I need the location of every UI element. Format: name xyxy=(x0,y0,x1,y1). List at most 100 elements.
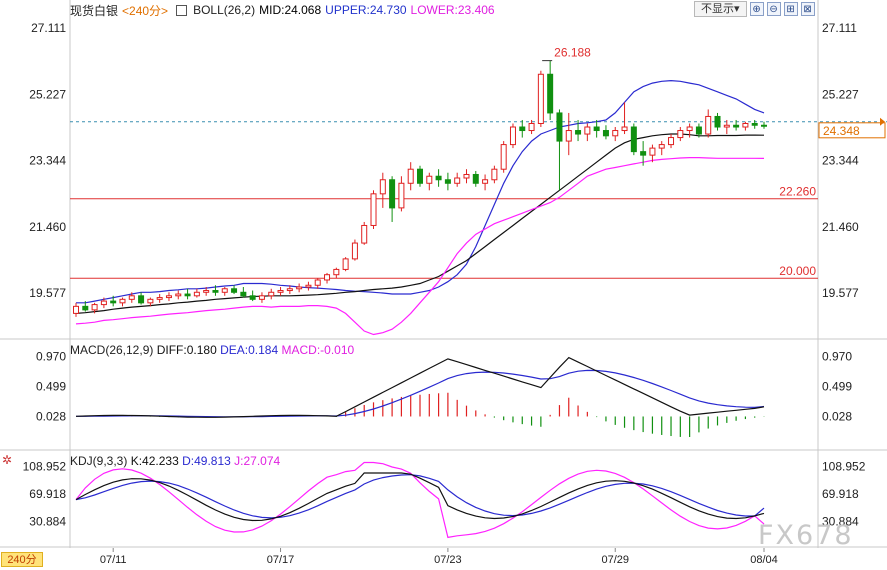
candle-body xyxy=(240,291,247,297)
candle-body xyxy=(231,288,238,293)
kdj-j-value: J:27.074 xyxy=(234,454,281,468)
candle-body xyxy=(537,73,544,124)
candle-body xyxy=(575,130,582,135)
price-tick-right: 23.344 xyxy=(822,154,859,168)
boll-lower-line xyxy=(75,157,765,336)
candle-body xyxy=(621,126,628,132)
candle-body xyxy=(668,137,675,146)
macd-dea-line xyxy=(76,369,765,418)
candle-body xyxy=(612,130,619,137)
x-axis-label: 07/29 xyxy=(601,554,629,566)
indicator-toggle-icon[interactable] xyxy=(176,4,188,16)
candle-body xyxy=(249,295,256,300)
candle-body xyxy=(705,115,712,135)
candle-body xyxy=(91,304,98,311)
level-label: 22.260 xyxy=(779,185,816,199)
price-tick-right: 27.111 xyxy=(822,21,857,35)
grid-layout-icon[interactable]: ⊞ xyxy=(783,2,798,16)
candle-body xyxy=(519,126,526,132)
macd-macd-value: MACD:-0.010 xyxy=(281,343,355,357)
peak-label: 26.188 xyxy=(554,46,591,60)
candle-body xyxy=(602,130,609,137)
candle-body xyxy=(324,274,331,281)
close-panel-icon[interactable]: ⊠ xyxy=(800,2,815,16)
kdj-tick-left: 30.884 xyxy=(29,514,66,528)
candle-body xyxy=(342,258,349,270)
boll-indicator-name[interactable]: BOLL(26,2) xyxy=(193,3,256,17)
kdj-tick-left: 69.918 xyxy=(29,487,66,501)
kdj-j-line xyxy=(75,461,765,539)
candle-body xyxy=(584,126,591,135)
candle-body xyxy=(565,130,572,142)
kdj-d-line xyxy=(75,474,765,519)
candle-body xyxy=(379,179,386,195)
candle-body xyxy=(175,293,182,297)
price-tick-left: 27.111 xyxy=(31,21,66,35)
candle-body xyxy=(389,179,396,209)
candle-body xyxy=(435,175,442,181)
candle-body xyxy=(221,288,228,293)
boll-mid-value: MID:24.068 xyxy=(259,3,322,17)
hide-indicator-button[interactable]: 不显示▾ xyxy=(694,1,747,17)
x-axis-label: 08/04 xyxy=(750,554,778,566)
candle-body xyxy=(640,151,647,156)
candle-body xyxy=(138,295,145,304)
period-selector[interactable]: 240分 xyxy=(1,552,43,567)
candle-body xyxy=(426,175,433,184)
candle-body xyxy=(258,295,265,300)
price-tick-right: 25.227 xyxy=(822,87,859,101)
candle-body xyxy=(677,130,684,139)
macd-panel-header: MACD(26,12,9) DIFF:0.180 DEA:0.184 MACD:… xyxy=(70,343,354,357)
x-axis-label: 07/11 xyxy=(100,554,127,566)
macd-tick-left: 0.499 xyxy=(36,379,66,393)
candle-body xyxy=(212,290,219,293)
candle-body xyxy=(723,124,730,128)
candle-body xyxy=(277,290,284,293)
candle-body xyxy=(649,147,656,156)
candle-body xyxy=(361,224,368,244)
macd-tick-right: 0.970 xyxy=(822,349,852,363)
candle-body xyxy=(695,126,702,135)
candle-body xyxy=(472,173,479,184)
kdj-k-line xyxy=(75,472,765,522)
candle-body xyxy=(491,168,498,181)
macd-tick-left: 0.970 xyxy=(36,349,66,363)
candle-body xyxy=(407,168,414,184)
zoom-in-icon[interactable]: ⊕ xyxy=(749,2,764,16)
kdj-title[interactable]: KDJ(9,3,3) xyxy=(70,454,128,468)
zoom-out-icon[interactable]: ⊖ xyxy=(766,2,781,16)
candle-body xyxy=(658,144,665,149)
watermark-logo: FX678 xyxy=(758,520,854,551)
candle-body xyxy=(742,122,749,128)
period-label[interactable]: <240分> xyxy=(122,3,169,18)
boll-lower-value: LOWER:23.406 xyxy=(410,3,495,17)
candle-body xyxy=(714,115,721,128)
price-tick-left: 23.344 xyxy=(29,154,66,168)
macd-tick-left: 0.028 xyxy=(36,409,66,423)
instrument-title: 现货白银 xyxy=(70,3,119,18)
candle-body xyxy=(147,298,154,304)
kdj-tick-right: 30.884 xyxy=(822,514,859,528)
candle-body xyxy=(482,179,489,184)
kdj-panel-header: KDJ(9,3,3) K:42.233 D:49.813 J:27.074 xyxy=(70,454,280,468)
candle-body xyxy=(593,126,600,132)
current-price-arrow-icon xyxy=(880,117,885,126)
candle-body xyxy=(686,126,693,132)
price-tick-left: 21.460 xyxy=(29,220,66,234)
candle-body xyxy=(444,179,451,184)
current-price-label: 24.348 xyxy=(823,124,860,138)
boll-upper-line xyxy=(76,79,765,304)
price-tick-right: 21.460 xyxy=(822,220,859,234)
current-price-box xyxy=(818,122,886,139)
macd-title[interactable]: MACD(26,12,9) xyxy=(70,343,154,357)
settings-gear-icon[interactable]: ✲ xyxy=(2,453,13,467)
x-axis-label: 07/17 xyxy=(267,554,295,566)
kdj-k-value: K:42.233 xyxy=(130,454,179,468)
candle-body xyxy=(128,295,135,300)
candle-body xyxy=(556,112,563,142)
candle-body xyxy=(110,300,117,304)
candle-body xyxy=(268,291,275,297)
candle-body xyxy=(193,291,200,297)
candle-body xyxy=(761,124,767,127)
